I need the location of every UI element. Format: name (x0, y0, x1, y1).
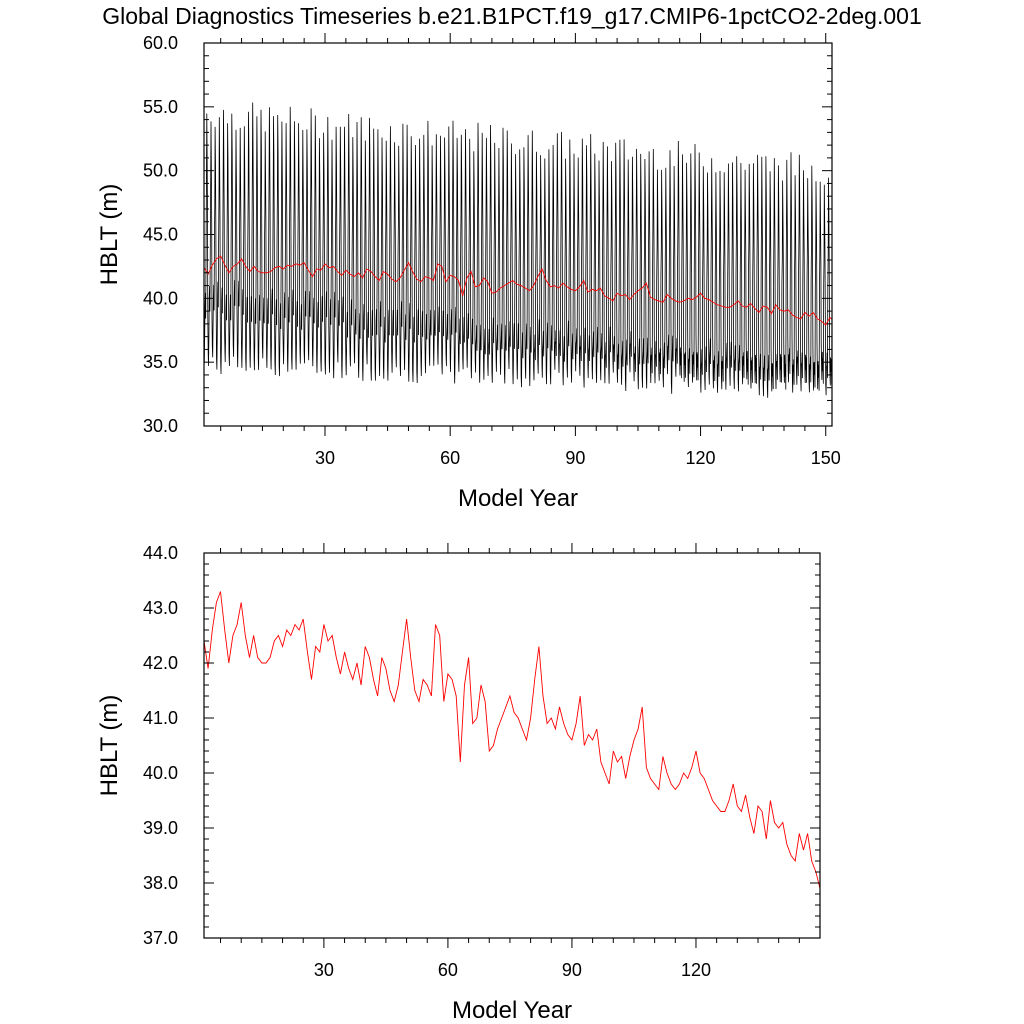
y-tick-label: 42.0 (143, 653, 178, 673)
y-tick-label: 40.0 (143, 763, 178, 783)
plot-frame (203, 552, 821, 939)
plot-area (204, 591, 820, 889)
y-axis-title: HBLT (m) (96, 184, 123, 286)
x-tick-label: 120 (681, 960, 711, 980)
y-tick-label: 43.0 (143, 598, 178, 618)
y-tick-label: 45.0 (143, 225, 178, 245)
tick-marks (204, 33, 832, 436)
x-tick-label: 60 (438, 960, 458, 980)
x-tick-label: 30 (315, 448, 335, 468)
series-annual-line (204, 591, 820, 889)
series-monthly-line (204, 102, 832, 398)
x-axis-title: Model Year (458, 485, 578, 512)
y-tick-label: 35.0 (143, 352, 178, 372)
y-tick-label: 50.0 (143, 161, 178, 181)
y-tick-label: 44.0 (143, 543, 178, 563)
tick-marks (204, 543, 820, 948)
y-axis-title: HBLT (m) (96, 695, 123, 797)
x-tick-label: 90 (565, 448, 585, 468)
x-tick-label: 150 (811, 448, 841, 468)
y-tick-label: 37.0 (143, 928, 178, 948)
y-tick-label: 40.0 (143, 288, 178, 308)
x-tick-label: 120 (686, 448, 716, 468)
bottom-chart: 30 60 90 120 37.0 38.0 39.0 40.0 41.0 42.0 43.0 44.… (96, 543, 821, 1024)
y-tick-label: 41.0 (143, 708, 178, 728)
y-tick-label: 55.0 (143, 97, 178, 117)
y-tick-label: 38.0 (143, 873, 178, 893)
x-tick-label: 90 (562, 960, 582, 980)
x-tick-label: 30 (314, 960, 334, 980)
plot-area (204, 102, 832, 398)
x-axis-title: Model Year (452, 997, 572, 1024)
figure-title: Global Diagnostics Timeseries b.e21.B1PC… (102, 3, 922, 29)
y-tick-label: 60.0 (143, 33, 178, 53)
y-tick-label: 39.0 (143, 818, 178, 838)
top-chart: 30 60 90 120 150 30.0 35.0 40.0 45.0 50.0 55.0 60.0… (96, 33, 841, 512)
series-annual-line (204, 255, 832, 326)
x-tick-label: 60 (440, 448, 460, 468)
y-tick-label: 30.0 (143, 416, 178, 436)
